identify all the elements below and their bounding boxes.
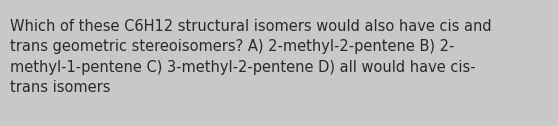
Text: Which of these C6H12 structural isomers would also have cis and
trans geometric : Which of these C6H12 structural isomers … — [10, 19, 492, 95]
